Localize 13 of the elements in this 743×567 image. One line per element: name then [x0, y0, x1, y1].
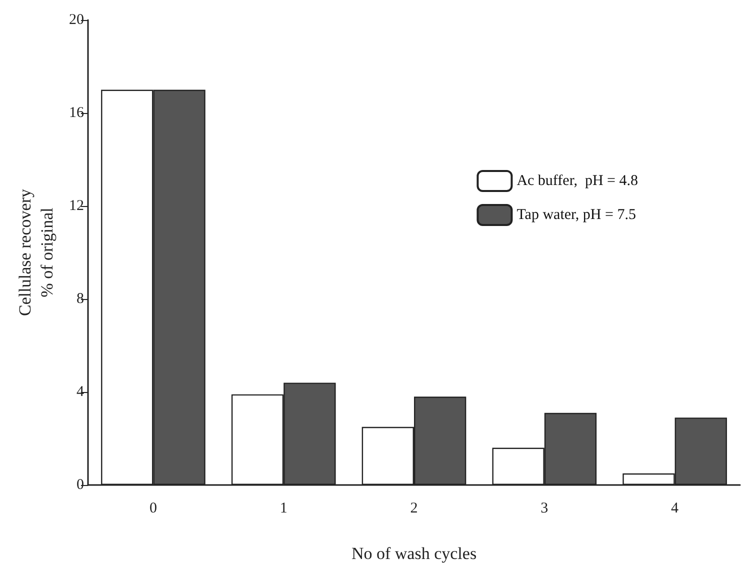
- y-axis-title: Cellulase recovery % of original: [16, 188, 56, 316]
- x-tick-label: 1: [280, 500, 288, 516]
- x-axis-title: No of wash cycles: [351, 544, 477, 563]
- x-tick-label: 0: [149, 500, 157, 516]
- legend-label: Ac buffer, pH = 4.8: [516, 173, 638, 189]
- y-tick-label: 20: [69, 12, 84, 28]
- y-tick-label: 16: [69, 105, 84, 121]
- x-tick-label: 2: [410, 500, 418, 516]
- y-tick-label: 12: [69, 198, 84, 214]
- legend-label: Tap water, pH = 7.5: [516, 207, 636, 223]
- x-tick-label: 3: [540, 500, 548, 516]
- x-tick-label: 4: [671, 500, 680, 516]
- y-tick-label: 8: [76, 291, 84, 307]
